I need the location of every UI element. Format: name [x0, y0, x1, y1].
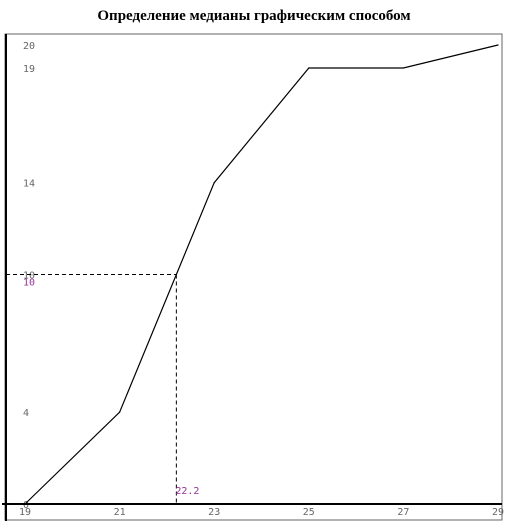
- median-y-label: 10: [23, 278, 35, 289]
- data-point: [213, 182, 215, 184]
- y-tick-label: 4: [23, 408, 29, 419]
- data-point: [308, 67, 310, 69]
- x-tick-label: 19: [19, 507, 31, 518]
- series: [24, 44, 499, 505]
- data-point: [119, 411, 121, 413]
- x-tick-label: 25: [303, 507, 315, 518]
- y-tick-label: 14: [23, 179, 35, 190]
- data-point: [497, 44, 499, 46]
- cumulative-line: [24, 44, 499, 505]
- y-tick-label: 0: [23, 500, 29, 511]
- tick-labels: 19 21 23 25 27 29 0 4 10 14 19 20: [19, 41, 504, 518]
- axes: [2, 34, 502, 521]
- chart-title: Определение медианы графическим способом: [97, 8, 410, 24]
- x-tick-label: 29: [492, 507, 504, 518]
- median-guides: 22.2 10: [6, 274, 199, 504]
- x-tick-label: 23: [208, 507, 220, 518]
- x-tick-label: 27: [397, 507, 409, 518]
- data-point: [24, 503, 26, 505]
- x-tick-label: 21: [114, 507, 126, 518]
- data-point: [402, 67, 404, 69]
- y-tick-label: 10: [23, 271, 35, 282]
- median-x-label: 22.2: [175, 486, 199, 497]
- y-tick-label: 20: [23, 41, 35, 52]
- plot-frame: [4, 33, 503, 521]
- y-tick-label: 19: [23, 64, 35, 75]
